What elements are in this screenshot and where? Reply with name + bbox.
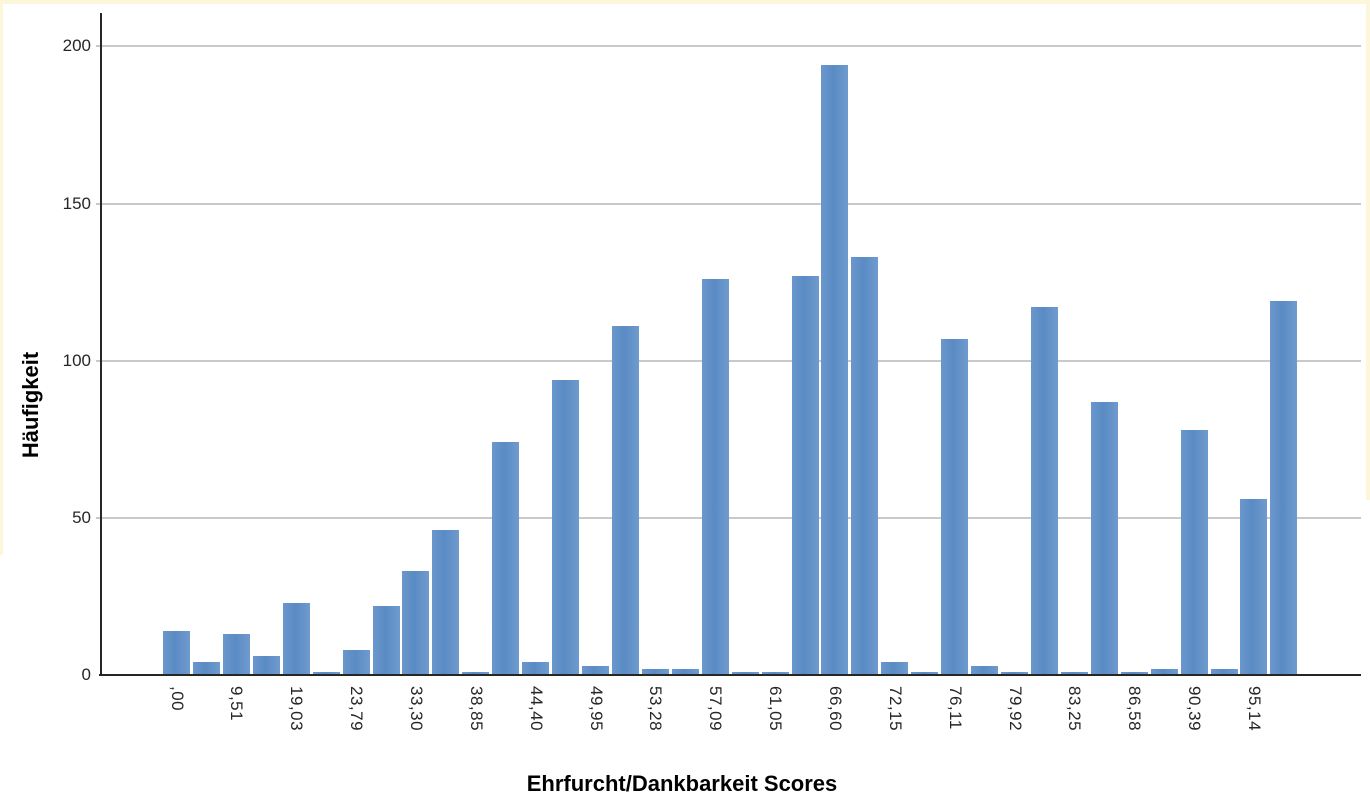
x-tick-label: 79,92 — [1005, 686, 1025, 732]
x-tick-label: 72,15 — [885, 686, 905, 732]
bar — [462, 671, 490, 675]
bar — [342, 649, 370, 675]
bar — [432, 530, 460, 675]
x-tick-label: 49,95 — [586, 686, 606, 732]
bar — [701, 278, 729, 675]
bar — [821, 65, 849, 675]
x-tick-label: 76,11 — [945, 686, 965, 730]
bar — [1120, 671, 1148, 675]
bar — [641, 668, 669, 675]
bar — [402, 571, 430, 675]
bar — [552, 379, 580, 675]
bar — [731, 671, 759, 675]
bar — [582, 665, 610, 675]
bar — [941, 338, 969, 675]
x-tick-label: 19,03 — [287, 686, 307, 732]
bar — [1270, 300, 1298, 675]
page-edge-left — [0, 0, 3, 555]
bar — [911, 671, 939, 675]
x-tick-label: 57,09 — [706, 686, 726, 732]
page-edge-top — [0, 0, 1370, 4]
x-tick-label: 33,30 — [406, 686, 426, 732]
x-tick-label: 23,79 — [347, 686, 367, 732]
bar — [671, 668, 699, 675]
x-tick-label: 95,14 — [1244, 686, 1264, 732]
y-tick-label: 200 — [62, 36, 91, 56]
bar — [761, 671, 789, 675]
bar — [1240, 498, 1268, 675]
bar — [1030, 307, 1058, 675]
bar — [522, 662, 550, 675]
x-tick-label: 44,40 — [526, 686, 546, 732]
page-edge-right — [1366, 0, 1370, 500]
bar — [252, 656, 280, 675]
bar — [192, 662, 220, 675]
x-tick-label: 38,85 — [466, 686, 486, 732]
y-gridline-200 — [96, 45, 1361, 48]
y-axis-title: Häufigkeit — [18, 351, 43, 459]
bar — [971, 665, 999, 675]
bar — [222, 634, 250, 675]
bar — [1090, 401, 1118, 675]
x-tick-label: 83,25 — [1065, 686, 1085, 732]
x-tick-label: 61,05 — [766, 686, 786, 732]
bar — [312, 671, 340, 675]
bar — [611, 326, 639, 675]
y-axis-line — [100, 13, 102, 676]
bar — [163, 630, 190, 675]
bar — [851, 256, 879, 675]
bar — [372, 605, 400, 675]
bar — [1001, 671, 1029, 675]
x-tick-label: 53,28 — [646, 686, 666, 732]
bar — [881, 662, 909, 675]
y-tick-label: 150 — [62, 193, 91, 213]
y-gridline-150 — [96, 202, 1361, 205]
bar — [791, 275, 819, 675]
y-tick-label: 50 — [72, 507, 91, 527]
x-tick-label: 90,39 — [1185, 686, 1205, 732]
x-tick-label: 86,58 — [1125, 686, 1145, 732]
y-tick-label: 100 — [62, 350, 91, 370]
x-tick-label: 9,51 — [227, 686, 247, 722]
bar — [492, 442, 520, 675]
x-tick-label: 66,60 — [825, 686, 845, 732]
bar — [1210, 668, 1238, 675]
bar — [282, 602, 310, 675]
x-axis-line — [99, 674, 1361, 676]
bar — [1180, 429, 1208, 675]
x-tick-label: ,00 — [167, 686, 187, 712]
bar — [1060, 671, 1088, 675]
x-axis-title: Ehrfurcht/Dankbarkeit Scores — [526, 771, 838, 796]
y-tick-label: 0 — [81, 665, 91, 684]
bar — [1150, 668, 1178, 675]
